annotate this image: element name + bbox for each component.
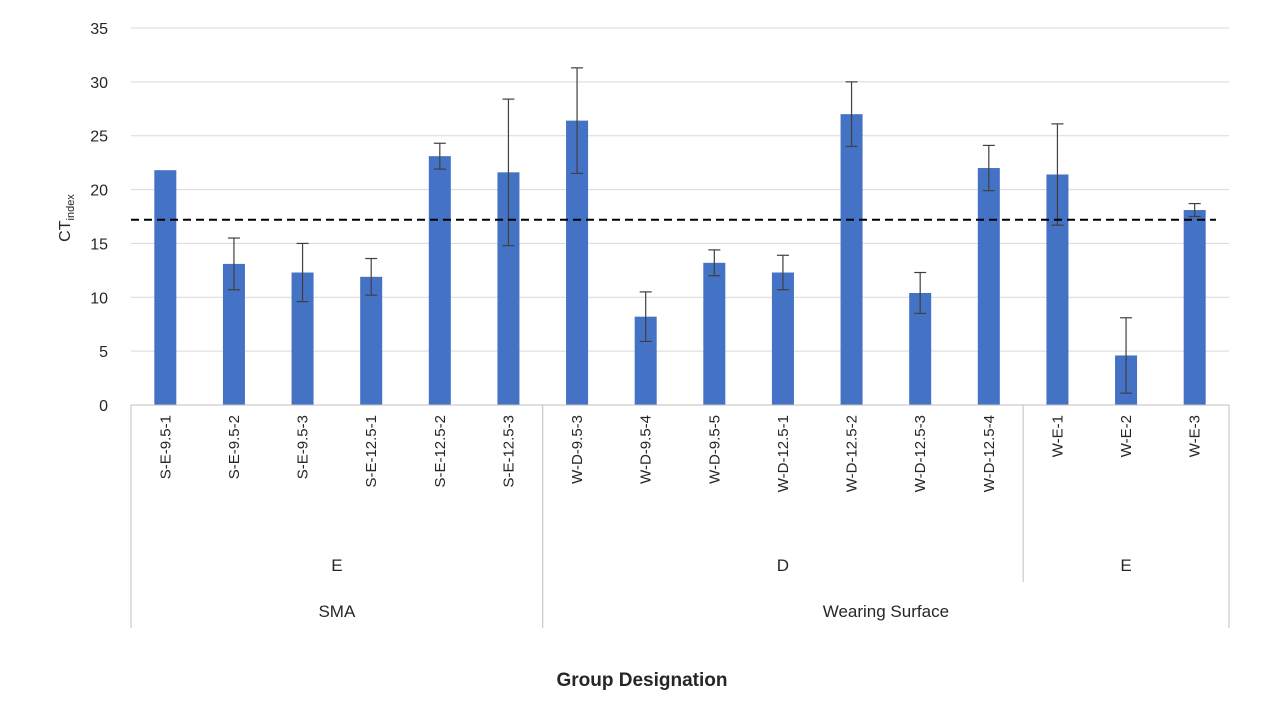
- group-label: Wearing Surface: [823, 602, 949, 621]
- y-axis-title-main: CT: [57, 220, 74, 242]
- y-tick-label: 20: [90, 183, 108, 200]
- category-label: S-E-9.5-2: [226, 415, 243, 479]
- bar: [977, 168, 1000, 405]
- y-tick-label: 35: [90, 21, 108, 38]
- y-tick-label: 10: [90, 290, 108, 307]
- bar: [222, 263, 245, 405]
- category-label: S-E-12.5-3: [500, 415, 517, 488]
- category-label: W-D-12.5-2: [844, 415, 861, 492]
- bar: [909, 292, 932, 405]
- bar: [154, 170, 177, 405]
- category-label: W-D-9.5-5: [706, 415, 723, 484]
- group-labels: E D E SMA Wearing Surface: [318, 556, 1131, 621]
- category-label: W-E-3: [1187, 415, 1204, 457]
- bar: [428, 156, 451, 405]
- category-label: S-E-9.5-1: [157, 415, 174, 479]
- y-tick-label: 15: [90, 236, 108, 253]
- bar: [1046, 174, 1069, 405]
- category-label: W-E-2: [1118, 415, 1135, 457]
- y-axis-ticks: 0 5 10 15 20 25 30 35: [90, 21, 108, 415]
- group-label: SMA: [318, 602, 356, 621]
- x-axis: [130, 404, 1230, 628]
- bar: [291, 272, 314, 405]
- y-tick-label: 0: [99, 398, 108, 415]
- category-labels: S-E-9.5-1 S-E-9.5-2 S-E-9.5-3 S-E-12.5-1 S-E…: [157, 415, 1203, 492]
- bar: [840, 114, 863, 406]
- group-label: D: [777, 556, 789, 575]
- y-tick-label: 30: [90, 75, 108, 92]
- category-label: S-E-12.5-1: [363, 415, 380, 488]
- category-label: W-D-12.5-1: [775, 415, 792, 492]
- gridlines: [131, 27, 1229, 352]
- category-label: W-D-9.5-3: [569, 415, 586, 484]
- y-axis-title-subscript: index: [65, 194, 77, 221]
- category-label: W-D-9.5-4: [638, 415, 655, 484]
- group-label: E: [331, 556, 342, 575]
- bars: [154, 114, 1206, 406]
- category-label: W-E-1: [1049, 415, 1066, 457]
- bar: [497, 172, 520, 405]
- bar: [360, 276, 383, 405]
- bar: [1183, 210, 1206, 405]
- group-label: E: [1120, 556, 1131, 575]
- category-label: W-D-12.5-4: [981, 415, 998, 492]
- category-label: S-E-12.5-2: [432, 415, 449, 488]
- bar: [634, 316, 657, 405]
- y-axis-title: CTindex: [57, 194, 77, 242]
- y-tick-label: 25: [90, 129, 108, 146]
- bar: [703, 262, 726, 405]
- x-axis-title: Group Designation: [557, 670, 728, 691]
- bar: [771, 272, 794, 405]
- y-tick-label: 5: [99, 344, 108, 361]
- category-label: S-E-9.5-3: [295, 415, 312, 479]
- bar: [566, 120, 589, 406]
- category-label: W-D-12.5-3: [912, 415, 929, 492]
- error-bars: [227, 67, 1201, 394]
